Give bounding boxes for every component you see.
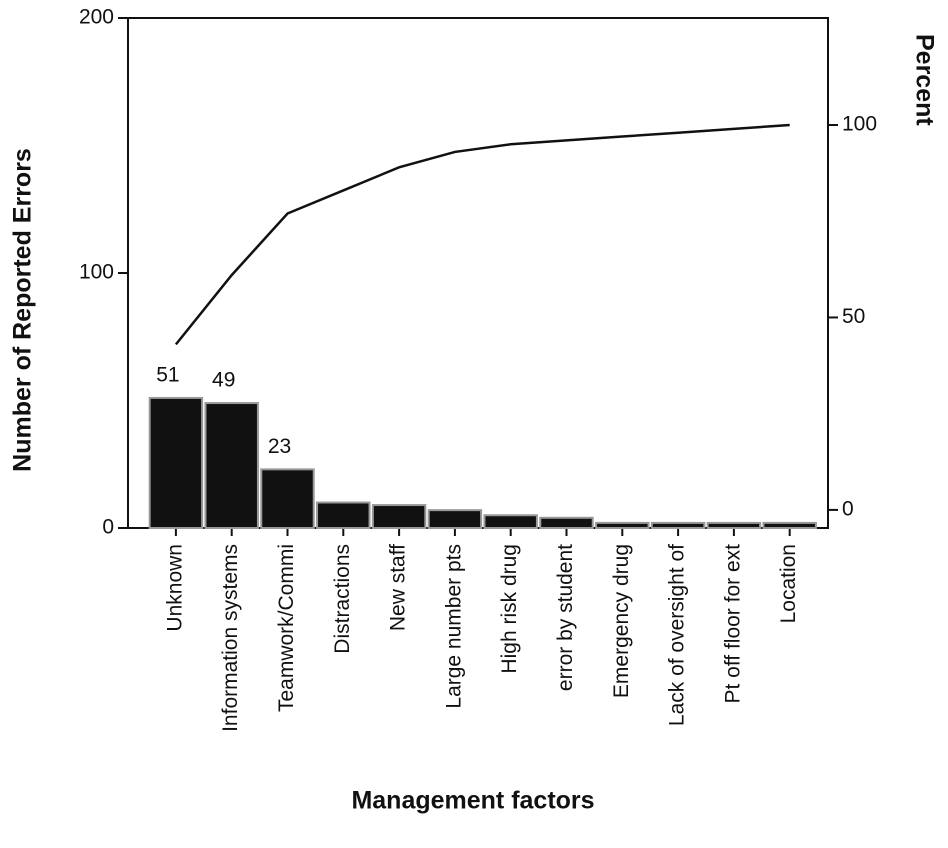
data-label: 49 [212, 369, 235, 392]
data-label: 23 [268, 435, 291, 458]
x-tick-label: Information systems [219, 544, 242, 732]
bar [260, 468, 315, 530]
bar [483, 514, 538, 529]
y2-tick-label: 50 [842, 305, 865, 328]
y-tick-label: 100 [79, 261, 114, 284]
x-tick-label: Unknown [163, 544, 186, 632]
y2-axis-label: Percent [910, 34, 938, 126]
cumulative-line [174, 123, 790, 346]
bar [316, 501, 371, 529]
bar [706, 521, 762, 530]
x-tick-label: Pt off floor for ext [721, 544, 744, 704]
bar [595, 521, 650, 530]
x-tick-label: Location [777, 544, 800, 623]
data-label: 51 [156, 363, 179, 386]
x-tick-label: Large number pts [442, 544, 465, 709]
bar [148, 396, 204, 530]
y-tick-label: 200 [79, 6, 114, 29]
y-axis-label: Number of Reported Errors [9, 148, 37, 472]
x-tick-label: Teamwork/Commi [275, 544, 298, 712]
y2-tick-label: 0 [842, 497, 854, 520]
bar [762, 521, 817, 530]
x-tick-label: error by student [554, 544, 577, 691]
bar [650, 521, 706, 530]
x-tick-label: New staff [387, 544, 410, 631]
bar [371, 504, 427, 529]
y-tick-label: 0 [102, 516, 114, 539]
y2-tick-label: 100 [842, 113, 877, 136]
bar [539, 516, 594, 529]
x-tick-label: Lack of oversight of [666, 544, 689, 726]
bar [427, 509, 483, 529]
x-tick-label: Distractions [331, 544, 354, 654]
x-tick-label: Emergency drug [610, 544, 633, 698]
x-axis-label: Management factors [351, 787, 594, 815]
bar [204, 402, 259, 529]
x-tick-label: High risk drug [498, 544, 521, 674]
